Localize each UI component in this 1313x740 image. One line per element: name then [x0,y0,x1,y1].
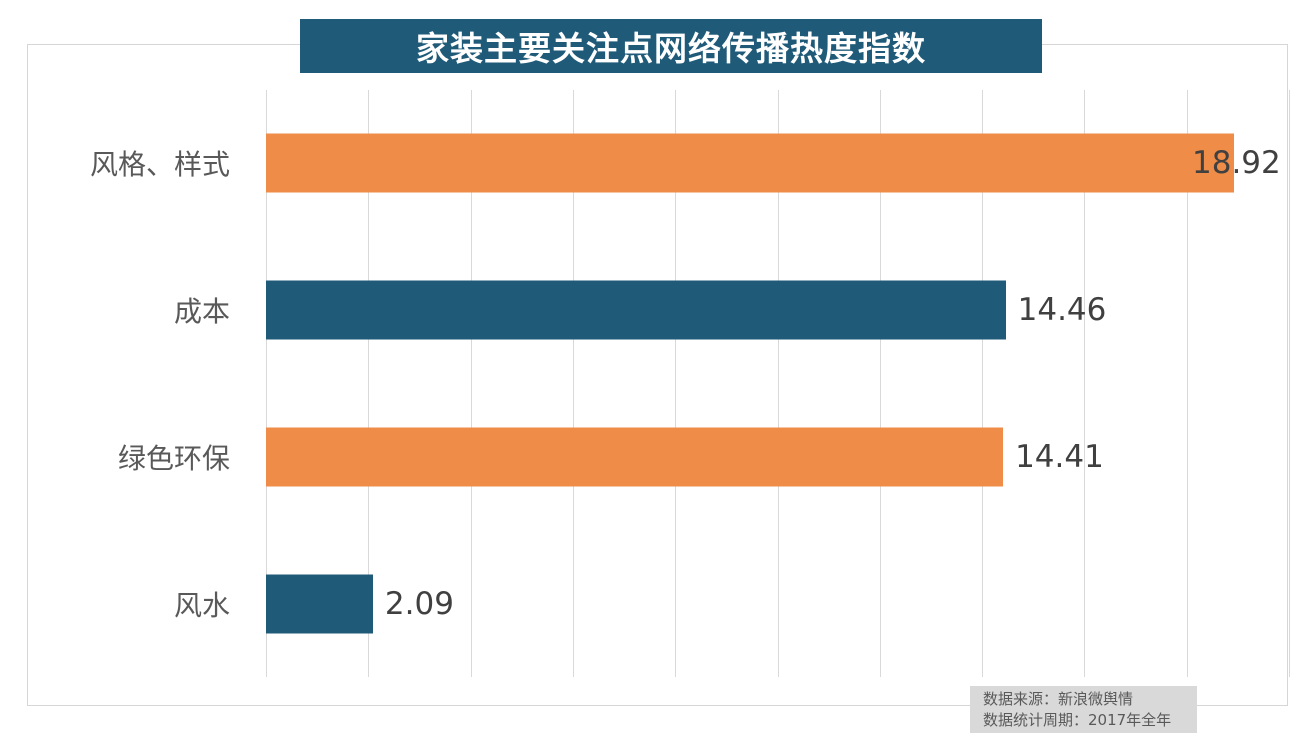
bar-row-3: 2.09 [266,530,1289,677]
gridline-x-18 [1186,90,1188,677]
gridline-x-6 [572,90,574,677]
gridline-x-16 [1084,90,1086,677]
gridline-x-8 [675,90,677,677]
value-label-0: 18.92 [1192,145,1281,182]
gridline-x-4 [470,90,472,677]
chart-title: 家装主要关注点网络传播热度指数 [300,19,1042,73]
bar-row-2: 14.41 [266,384,1289,531]
data-source-note: 数据来源：新浪微舆情 数据统计周期：2017年全年 [970,686,1197,733]
gridline-x-20 [1289,90,1290,677]
bar-0 [266,133,1234,193]
bar-2 [266,427,1004,487]
gridline-x-2 [368,90,370,677]
category-label-2: 绿色环保 [117,441,230,475]
category-axis: 风格、样式成本绿色环保风水 [0,90,248,677]
data-source-line: 数据来源：新浪微舆情 [983,689,1134,708]
bar-1 [266,280,1006,340]
category-label-3: 风水 [173,588,230,622]
value-label-1: 14.46 [1017,292,1107,329]
value-label-3: 2.09 [384,585,454,622]
bar-3 [266,574,373,634]
plot-area: 18.92 14.46 14.41 2.09 [266,90,1290,677]
gridline-x-14 [982,90,984,677]
category-label-1: 成本 [173,295,230,329]
gridline-x-12 [879,90,881,677]
gridline-x-0 [266,90,267,677]
category-label-0: 风格、样式 [89,148,230,182]
value-label-2: 14.41 [1015,438,1104,475]
data-period-line: 数据统计周期：2017年全年 [983,710,1172,729]
bar-row-0: 18.92 [266,90,1289,237]
bar-row-1: 14.46 [266,237,1289,384]
gridline-x-10 [777,90,779,677]
